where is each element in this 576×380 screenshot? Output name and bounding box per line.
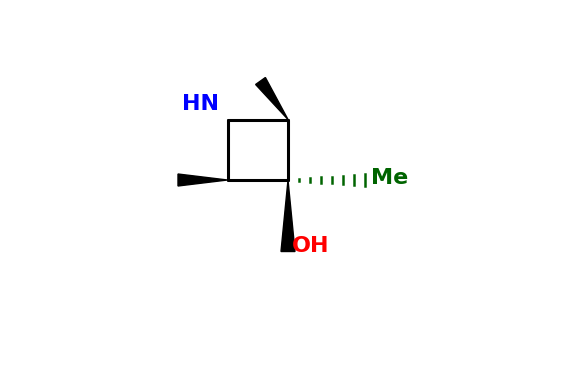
Polygon shape [256,78,288,119]
Text: HN: HN [183,95,219,114]
Text: OH: OH [292,236,329,255]
Polygon shape [281,180,295,252]
Polygon shape [178,174,228,186]
Text: Me: Me [371,168,408,188]
